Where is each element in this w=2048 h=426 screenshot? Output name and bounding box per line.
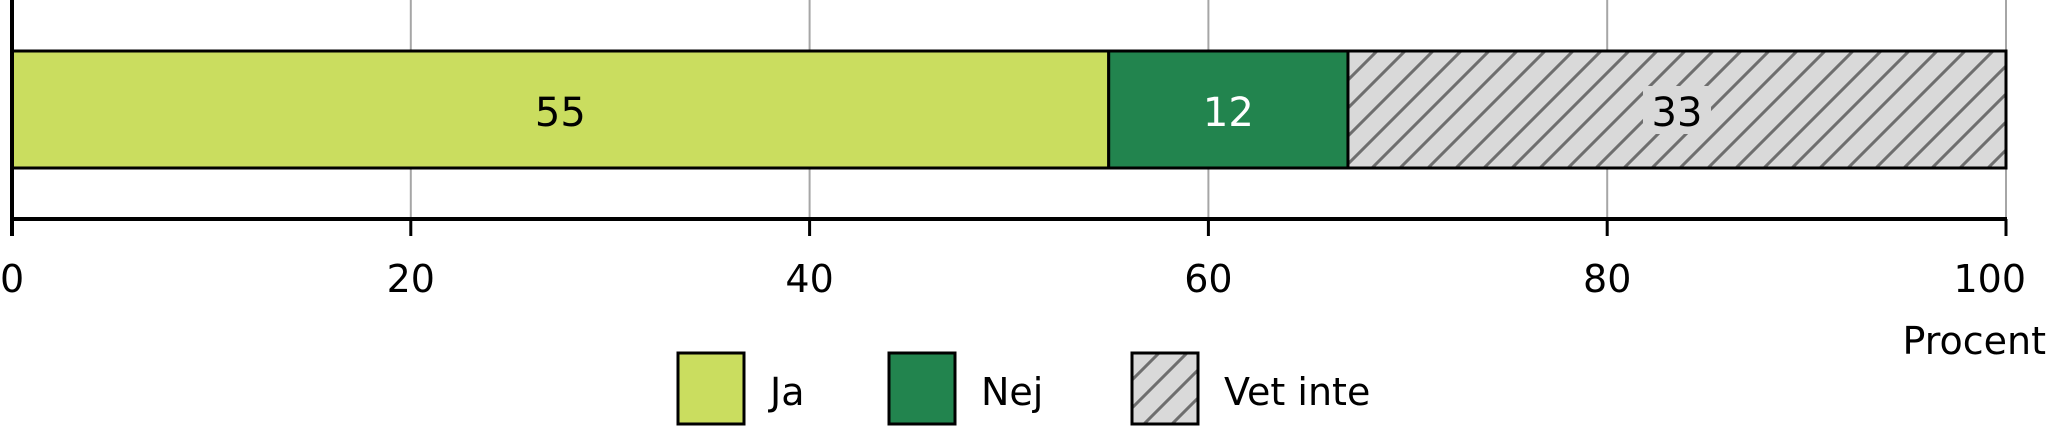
legend-label: Ja bbox=[768, 370, 805, 414]
x-tick-label: 20 bbox=[387, 257, 435, 301]
legend-label: Vet inte bbox=[1224, 370, 1370, 414]
data-label: 12 bbox=[1203, 90, 1254, 136]
x-tick-label: 60 bbox=[1184, 257, 1232, 301]
legend-swatch bbox=[676, 351, 746, 426]
data-label: 33 bbox=[1652, 90, 1703, 136]
legend-swatch bbox=[887, 351, 957, 426]
x-tick-label: 0 bbox=[0, 257, 24, 301]
x-tick-label: 100 bbox=[1953, 257, 2026, 301]
data-label-background bbox=[1642, 86, 1711, 134]
bars: 55 12 33 bbox=[10, 49, 2008, 170]
data-label: 55 bbox=[535, 90, 586, 136]
x-tick-label: 40 bbox=[785, 257, 833, 301]
bar-segment-ja bbox=[10, 49, 1111, 170]
legend-swatch bbox=[1130, 351, 1200, 426]
x-axis: 0 20 40 60 80 100 bbox=[0, 0, 2026, 301]
bar-segment-nej bbox=[1107, 49, 1350, 170]
x-axis-label: Procent bbox=[1902, 319, 2046, 363]
legend-label: Nej bbox=[981, 370, 1043, 414]
x-tick-label: 80 bbox=[1583, 257, 1631, 301]
legend: Ja Nej Vet inte bbox=[676, 351, 1370, 426]
